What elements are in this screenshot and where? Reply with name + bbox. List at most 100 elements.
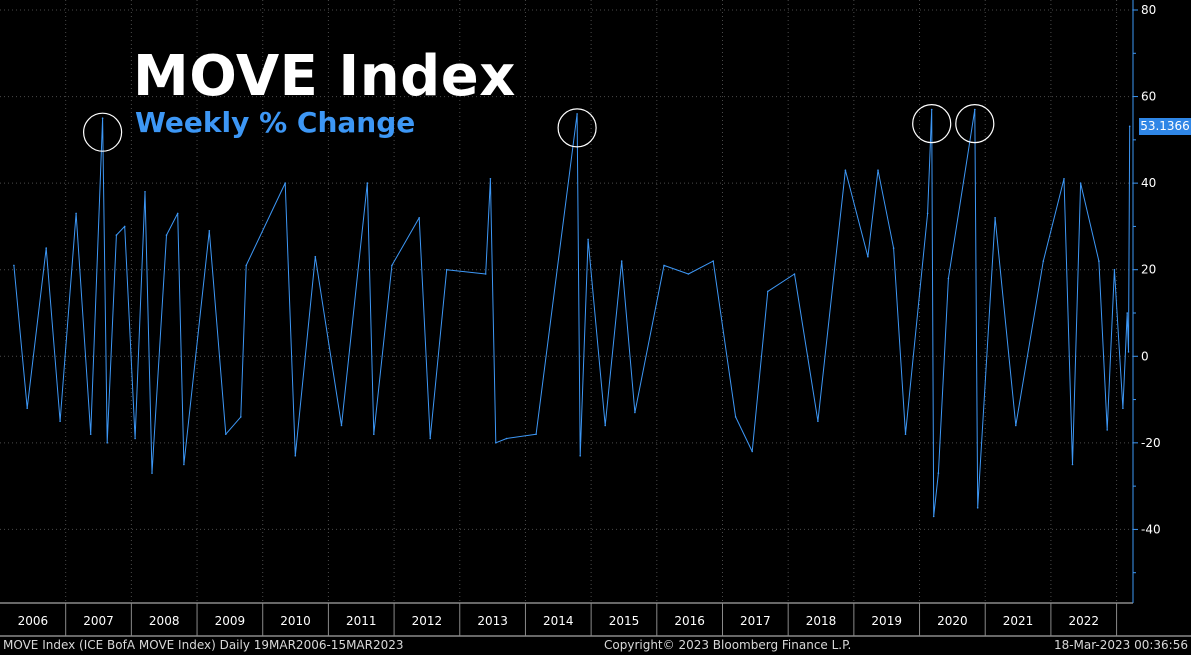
x-axis: 2006 2007 2008 2009 2010 2011 2012 2013 2014 2015… — [0, 602, 1191, 637]
data-point — [904, 433, 907, 436]
x-tick-label: 2006 — [18, 614, 49, 628]
data-point — [937, 472, 940, 474]
x-tick-label: 2017 — [740, 614, 771, 628]
data-point — [932, 515, 935, 518]
y-tick-label: 20 — [1141, 263, 1156, 277]
data-point — [1015, 424, 1017, 427]
data-point — [712, 260, 714, 262]
x-tick-label: 2007 — [83, 614, 114, 628]
data-point — [294, 455, 297, 457]
data-point — [734, 416, 737, 418]
data-point — [976, 507, 979, 509]
data-point — [391, 264, 393, 267]
data-point — [1126, 312, 1128, 314]
footer-security-info: MOVE Index (ICE BofA MOVE Index) Daily 1… — [3, 638, 404, 652]
data-point — [484, 273, 487, 275]
x-tick-label: 2022 — [1068, 614, 1099, 628]
x-tick-label: 2010 — [280, 614, 311, 628]
data-point — [892, 247, 895, 249]
data-point — [604, 424, 606, 427]
data-point — [340, 424, 343, 427]
data-point — [240, 416, 242, 418]
data-point — [1098, 260, 1100, 262]
data-point — [489, 178, 492, 180]
data-point — [634, 411, 636, 414]
data-point — [314, 255, 317, 258]
data-point — [1113, 268, 1116, 271]
data-point — [144, 191, 146, 193]
grid-lines — [0, 0, 1133, 603]
data-point — [1063, 178, 1065, 180]
x-tick-label: 2020 — [937, 614, 968, 628]
data-point — [284, 182, 287, 184]
data-point — [183, 463, 185, 466]
data-point — [974, 108, 976, 111]
data-point — [245, 264, 247, 267]
y-tick-label: 80 — [1141, 3, 1156, 17]
x-tick-label: 2013 — [477, 614, 508, 628]
data-point — [418, 217, 421, 219]
data-point — [59, 420, 61, 423]
y-tick-label: -20 — [1141, 436, 1161, 450]
data-point — [663, 264, 665, 267]
footer-timestamp: 18-Mar-2023 00:36:56 — [1053, 638, 1188, 652]
data-point — [89, 433, 92, 436]
y-tick-label: 60 — [1141, 90, 1156, 104]
data-point — [844, 169, 847, 171]
x-tick-label: 2021 — [1003, 614, 1034, 628]
x-tick-label: 2011 — [346, 614, 377, 628]
data-point — [817, 420, 819, 423]
data-point — [151, 472, 153, 474]
data-point — [535, 433, 537, 436]
data-point — [994, 217, 996, 219]
x-tick-label: 2012 — [412, 614, 443, 628]
data-point — [751, 450, 753, 453]
data-point — [123, 225, 126, 228]
data-point — [767, 290, 769, 293]
y-axis: 80 60 40 20 0 -20 -40 — [1132, 0, 1161, 603]
data-point — [1127, 351, 1130, 353]
data-point — [176, 212, 179, 215]
data-point — [13, 264, 15, 267]
data-point — [505, 437, 508, 440]
series-weekly-change — [13, 108, 1131, 518]
data-point — [587, 238, 589, 241]
spike-highlight-circle — [82, 112, 123, 152]
data-point — [576, 113, 578, 115]
data-point — [1079, 182, 1082, 184]
data-point — [445, 268, 448, 271]
x-tick-label: 2019 — [871, 614, 902, 628]
data-point — [687, 273, 690, 275]
x-tick-label: 2014 — [543, 614, 574, 628]
chart-subtitle: Weekly % Change — [135, 106, 416, 139]
data-point — [926, 212, 929, 215]
data-point — [1106, 429, 1108, 431]
y-tick-label: 40 — [1141, 176, 1156, 190]
x-tick-label: 2008 — [149, 614, 180, 628]
data-point — [579, 455, 581, 457]
data-point — [793, 273, 796, 275]
series-line — [13, 109, 1131, 517]
data-point — [1071, 463, 1074, 466]
x-tick-label: 2009 — [215, 614, 246, 628]
y-tick-label: -40 — [1141, 522, 1161, 536]
data-point — [115, 234, 118, 236]
data-point — [429, 437, 432, 440]
spike-highlight-circle — [912, 103, 952, 144]
data-point — [165, 234, 168, 236]
data-point — [1122, 407, 1124, 410]
data-point — [930, 108, 933, 111]
data-point — [101, 117, 104, 119]
x-tick-label: 2018 — [806, 614, 837, 628]
data-point — [620, 260, 623, 262]
data-point — [75, 212, 77, 215]
data-point — [877, 169, 879, 171]
data-point — [867, 255, 869, 258]
spike-highlight-circle — [955, 103, 995, 144]
data-point — [225, 433, 227, 436]
spike-highlight-circles — [82, 103, 995, 152]
data-point — [134, 437, 136, 440]
data-point — [45, 247, 47, 249]
y-tick-label: 0 — [1141, 349, 1149, 363]
